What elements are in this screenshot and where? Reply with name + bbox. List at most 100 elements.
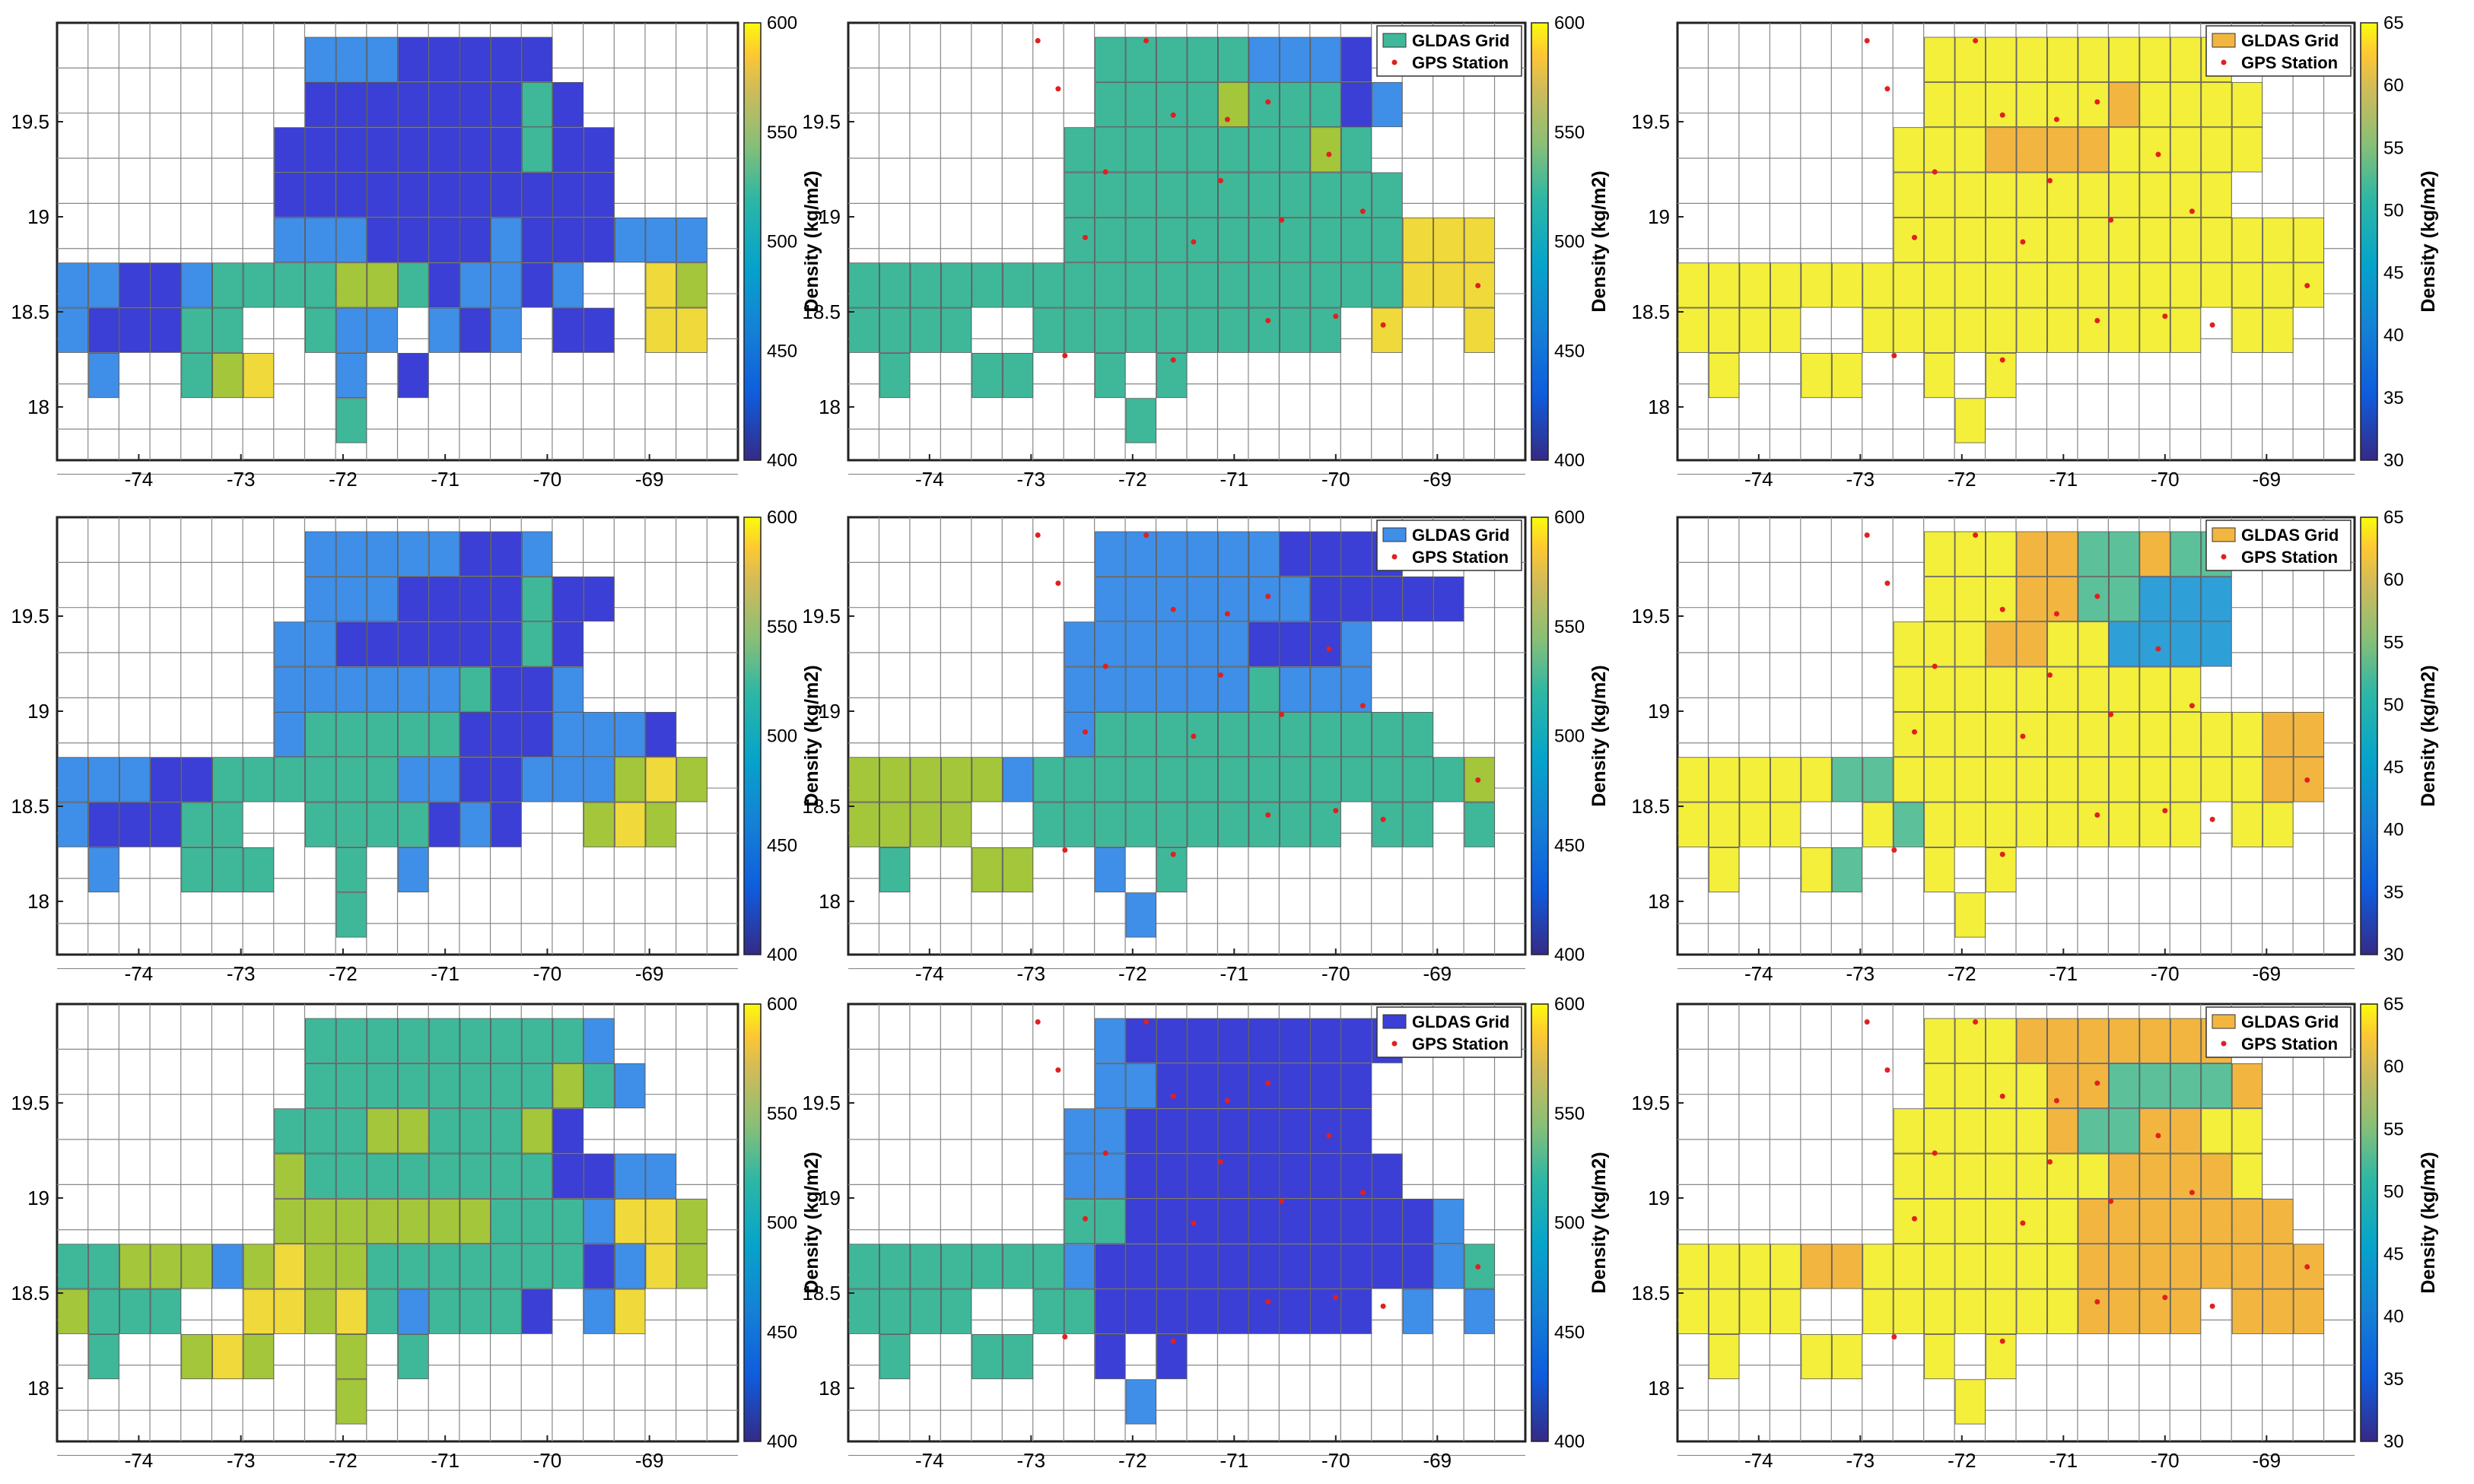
grid-cell — [1954, 172, 1986, 218]
grid-cell — [1862, 262, 1894, 308]
x-tick-label: -74 — [1744, 1449, 1773, 1472]
grid-cell — [2170, 127, 2202, 173]
grid-cell — [428, 1108, 460, 1154]
x-tick-label: -70 — [533, 1449, 562, 1472]
grid-cell — [2139, 1198, 2170, 1244]
grid-cell — [1095, 37, 1126, 82]
y-tick-label: 19 — [1648, 700, 1670, 723]
grid-cell — [367, 1063, 398, 1109]
grid-cell — [1033, 1289, 1064, 1334]
grid-cell — [2201, 711, 2232, 758]
grid-cell — [57, 757, 89, 802]
grid-cell — [552, 757, 584, 802]
gps-station-point — [1999, 1093, 2005, 1099]
grid-cell — [2108, 576, 2140, 622]
y-tick-label: 19.5 — [802, 110, 841, 133]
grid-cell — [1033, 262, 1064, 308]
grid-cell — [910, 262, 941, 308]
grid-cell — [2108, 307, 2140, 353]
legend-swatch-station — [2221, 554, 2227, 560]
grid-cell — [1095, 1108, 1126, 1154]
grid-cell — [2263, 711, 2294, 758]
grid-cell — [305, 1244, 336, 1289]
grid-cell — [552, 1198, 584, 1244]
gps-station-point — [1224, 611, 1230, 617]
colorbar-tick-label: 600 — [767, 507, 797, 528]
y-tick-label: 19.5 — [11, 110, 49, 133]
colorbar-tick-label: 600 — [1554, 994, 1585, 1015]
grid-cell — [1986, 307, 2017, 353]
legend-swatch-grid — [1382, 1014, 1407, 1029]
grid-cell — [2263, 1289, 2294, 1334]
grid-cell — [1248, 1063, 1280, 1109]
grid-cell — [1986, 172, 2017, 218]
y-tick-label: 19 — [27, 205, 49, 228]
grid-cell — [879, 1289, 911, 1334]
grid-cell — [335, 576, 367, 622]
colorbar-tick-label: 40 — [2383, 820, 2404, 841]
grid-cell — [552, 307, 584, 353]
grid-cell — [910, 802, 941, 847]
gps-station-point — [1083, 729, 1088, 735]
grid-cell — [1218, 217, 1249, 263]
grid-cell — [2139, 262, 2170, 308]
grid-cell — [2047, 802, 2078, 847]
grid-cell — [1709, 802, 1740, 847]
grid-cell — [119, 307, 151, 353]
gps-station-point — [1999, 606, 2005, 612]
grid-cell — [1095, 262, 1126, 308]
grid-cell — [2047, 666, 2078, 712]
legend-swatch-station — [2221, 1041, 2227, 1047]
grid-cell — [335, 802, 367, 847]
grid-cell — [274, 1198, 305, 1244]
grid-cell — [1986, 1289, 2017, 1334]
x-tick-label: -69 — [635, 1449, 664, 1472]
gps-station-point — [1170, 1093, 1176, 1099]
grid-cell — [1248, 802, 1280, 847]
grid-cell — [676, 757, 708, 802]
gps-station-point — [2053, 116, 2059, 122]
y-tick-label: 19.5 — [11, 605, 49, 628]
grid-cell — [1310, 621, 1341, 667]
grid-cell — [491, 531, 522, 577]
grid-cell — [1893, 307, 1925, 353]
x-tick-label: -71 — [431, 1449, 460, 1472]
gps-station-point — [1191, 733, 1197, 739]
gps-station-point — [1999, 851, 2005, 857]
grid-cell — [1433, 1244, 1464, 1289]
grid-cell — [521, 81, 553, 128]
grid-cell — [2231, 1063, 2263, 1109]
grid-cell — [1156, 1289, 1188, 1334]
colorbar-tick-label: 400 — [767, 450, 797, 471]
grid-cell — [614, 1153, 646, 1199]
grid-cell — [1248, 127, 1280, 173]
grid-cell — [1064, 666, 1095, 712]
grid-cell — [1310, 1063, 1341, 1109]
colorbar-tick-label: 55 — [2383, 138, 2404, 158]
grid-cell — [552, 1063, 584, 1109]
grid-cell — [1801, 1334, 1832, 1380]
grid-cell — [1340, 172, 1372, 218]
grid-cell — [57, 1244, 89, 1289]
colorbar-tick-label: 30 — [2383, 945, 2404, 965]
grid-cell — [1248, 262, 1280, 308]
grid-cell — [1954, 1153, 1986, 1199]
grid-cell — [1248, 37, 1280, 82]
grid-cell — [212, 262, 243, 308]
grid-cell — [614, 1063, 646, 1109]
grid-cell — [1125, 398, 1156, 443]
grid-cell — [2047, 621, 2078, 667]
grid-cell — [2293, 1289, 2324, 1334]
grid-cell — [1893, 1108, 1925, 1154]
colorbar-tick-label: 40 — [2383, 1307, 2404, 1327]
x-tick-label: -69 — [2253, 1449, 2282, 1472]
gps-station-point — [1932, 169, 1938, 175]
grid-cell — [2108, 81, 2140, 128]
y-tick-label: 19 — [819, 205, 841, 228]
grid-cell — [243, 262, 275, 308]
grid-cell — [367, 1244, 398, 1289]
y-tick-label: 18 — [27, 1377, 49, 1400]
grid-cell — [243, 353, 275, 399]
grid-cell — [2108, 37, 2140, 82]
grid-cell — [1279, 307, 1311, 353]
